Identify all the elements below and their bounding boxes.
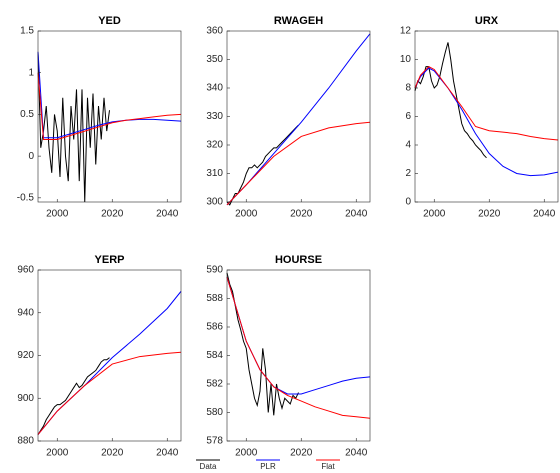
panel-title: HOURSE <box>275 254 322 266</box>
panel-title: RWAGEH <box>274 15 323 27</box>
y-tick-label: 12 <box>400 26 412 37</box>
axes-box <box>226 269 371 442</box>
x-tick-label: 2000 <box>235 448 258 459</box>
y-tick-label: 320 <box>206 140 223 151</box>
x-tick-label: 2000 <box>423 209 446 220</box>
y-tick-label: 580 <box>206 407 223 418</box>
y-tick-label: 590 <box>206 265 223 276</box>
y-tick-label: 330 <box>206 111 223 122</box>
axes-box <box>414 30 559 203</box>
y-tick-label: 1 <box>28 67 34 78</box>
x-tick-label: 2020 <box>101 209 124 220</box>
legend-box <box>191 455 379 473</box>
y-tick-label: 586 <box>206 322 223 333</box>
y-tick-label: 588 <box>206 293 223 304</box>
legend-label: PLR <box>260 462 276 471</box>
y-tick-label: 920 <box>17 350 34 361</box>
y-tick-label: 8 <box>405 83 411 94</box>
series-line <box>37 291 182 435</box>
x-tick-label: 2000 <box>235 209 258 220</box>
series-line <box>226 33 371 206</box>
y-tick-label: 350 <box>206 54 223 65</box>
series-line <box>226 124 299 206</box>
series-line <box>414 42 487 159</box>
panel-title: YED <box>98 15 121 27</box>
x-tick-label: 2020 <box>478 209 501 220</box>
x-tick-label: 2000 <box>46 448 69 459</box>
y-tick-label: 0 <box>28 151 34 162</box>
y-tick-label: 4 <box>405 140 411 151</box>
y-tick-label: 310 <box>206 168 223 179</box>
y-tick-label: 960 <box>17 265 34 276</box>
y-tick-label: -0.5 <box>17 192 35 203</box>
y-tick-label: 900 <box>17 393 34 404</box>
series-line <box>37 51 182 139</box>
y-tick-label: 880 <box>17 436 34 447</box>
y-tick-label: 2 <box>405 168 411 179</box>
y-tick-label: 0.5 <box>20 109 34 120</box>
y-tick-label: 582 <box>206 379 223 390</box>
series-line <box>226 276 371 395</box>
axes-box <box>37 30 182 203</box>
panel-title: YERP <box>95 254 125 266</box>
x-tick-label: 2020 <box>290 209 313 220</box>
series-line <box>414 67 559 177</box>
x-tick-label: 2040 <box>156 209 179 220</box>
y-tick-label: 584 <box>206 350 223 361</box>
axes-box <box>37 269 182 442</box>
y-tick-label: 1.5 <box>20 26 34 37</box>
y-tick-label: 578 <box>206 436 223 447</box>
y-tick-label: 6 <box>405 111 411 122</box>
series-line <box>414 66 559 141</box>
series-line <box>226 121 371 206</box>
x-tick-label: 2040 <box>345 209 368 220</box>
y-tick-label: 360 <box>206 26 223 37</box>
y-tick-label: 940 <box>17 307 34 318</box>
series-line <box>37 357 110 435</box>
legend-label: Flat <box>321 462 335 471</box>
series-line <box>226 272 299 416</box>
y-tick-label: 0 <box>405 197 411 208</box>
y-tick-label: 10 <box>400 54 412 65</box>
y-tick-label: 300 <box>206 197 223 208</box>
x-tick-label: 2040 <box>533 209 556 220</box>
series-line <box>226 276 371 419</box>
series-line <box>37 72 182 140</box>
panel-title: URX <box>475 15 499 27</box>
y-tick-label: 340 <box>206 83 223 94</box>
x-tick-label: 2040 <box>156 448 179 459</box>
x-tick-label: 2020 <box>101 448 124 459</box>
x-tick-label: 2020 <box>290 448 313 459</box>
legend-label: Data <box>200 462 217 471</box>
x-tick-label: 2000 <box>46 209 69 220</box>
x-tick-label: 2040 <box>345 448 368 459</box>
series-line <box>37 351 182 435</box>
axes-box <box>226 30 371 203</box>
